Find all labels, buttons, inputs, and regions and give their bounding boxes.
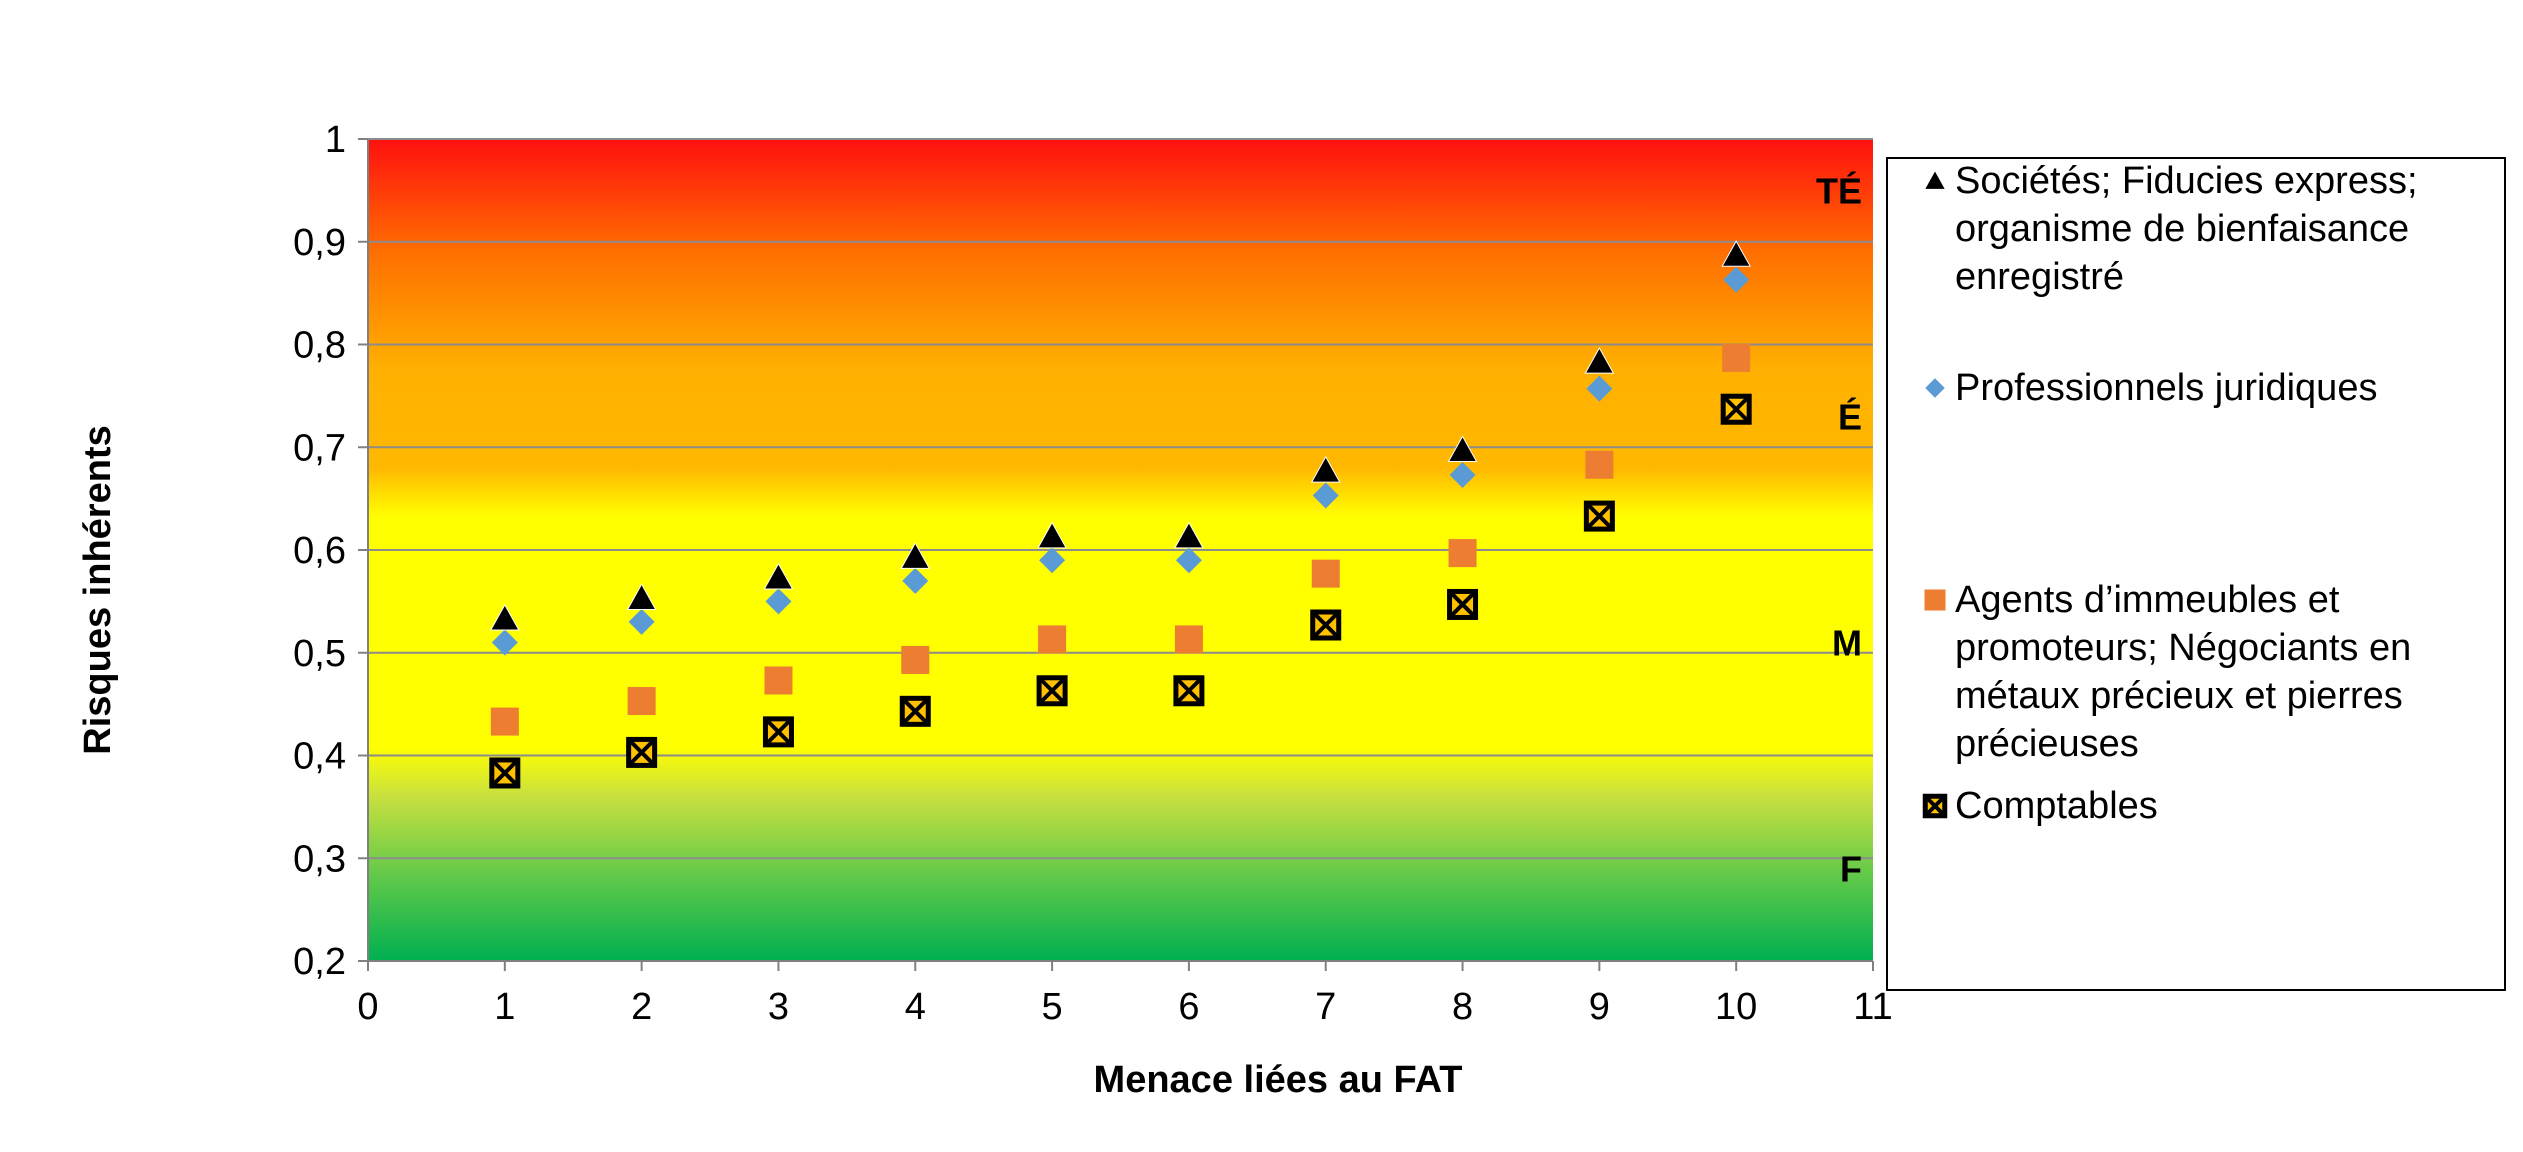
x-tick-label: 3 [768,986,789,1028]
legend-label: organisme de bienfaisance [1955,208,2409,250]
xbox-marker [899,695,931,727]
xbox-marker [1310,609,1342,641]
x-tick-label: 7 [1315,986,1336,1028]
diamond-marker [902,567,929,594]
diamond-marker [1175,547,1202,574]
risk-band-label: F [1840,849,1862,890]
square-marker [1448,539,1477,568]
y-tick-label: 0,6 [293,530,346,572]
xbox-marker [1583,500,1615,532]
risk-band-labels: TÉ É M F [1816,170,1862,889]
square-marker [1038,625,1067,654]
triangle-marker [900,542,931,569]
gridlines [368,138,1873,860]
triangle-marker [1584,346,1615,374]
square-marker [1311,559,1340,588]
diamond-marker [1723,266,1750,293]
triangle-marker [1721,240,1752,267]
legend-box [1886,157,2506,991]
risk-band-label: TÉ [1816,170,1862,211]
triangle-marker [1037,521,1067,549]
legend-label: Agents d’immeubles et [1955,579,2340,621]
legend-label: Sociétés; Fiducies express; [1955,160,2418,202]
legend: Sociétés; Fiducies express; organisme de … [1922,160,2418,827]
x-tick-label: 10 [1715,986,1757,1028]
diamond-marker [491,629,518,656]
x-tick-label: 4 [905,986,926,1028]
risk-band-label: É [1838,396,1862,437]
diamond-marker [1586,375,1613,402]
triangle-marker [1310,455,1341,483]
y-tick-label: 0,7 [293,427,346,469]
xbox-marker [626,736,658,768]
legend-label: Comptables [1955,785,2158,827]
triangle-marker [1174,521,1204,549]
square-marker [490,707,519,736]
square-marker [901,645,930,674]
square-marker [1585,450,1614,479]
square-marker [1924,589,1946,611]
square-marker [627,687,656,716]
x-axis-title: Menace liées au FAT [1094,1059,1463,1101]
y-tick-label: 0,2 [293,941,346,983]
x-tick-label: 9 [1589,986,1610,1028]
y-tick-label: 1 [325,119,346,161]
diamond-marker [765,588,792,615]
triangle-marker [763,562,794,590]
triangle-marker [1447,435,1478,463]
xbox-marker [489,757,521,789]
square-marker [1722,343,1751,372]
x-tick-label: 0 [357,986,378,1028]
xbox-marker [1036,675,1068,707]
xbox-marker [1447,588,1479,620]
triangle-marker [626,583,657,610]
y-tick-label: 0,9 [293,222,346,264]
y-tick-label: 0,5 [293,633,346,675]
y-tick-label: 0,3 [293,838,346,880]
triangle-marker [1923,169,1947,190]
y-axis-title: Risques inhérents [77,425,119,754]
data-points [489,240,1752,789]
diamond-marker [1925,378,1945,398]
x-tick-label: 11 [1853,986,1892,1028]
x-axis-ticks: 0 1 2 3 4 5 6 7 8 9 10 11 [357,961,1893,1028]
legend-label: Professionnels juridiques [1955,367,2377,409]
legend-label: précieuses [1955,723,2139,765]
y-axis-ticks: 0,2 0,3 0,4 0,5 0,6 0,7 0,8 0,9 1 [293,119,368,983]
x-tick-label: 5 [1042,986,1063,1028]
square-marker [764,666,793,695]
x-tick-label: 2 [631,986,652,1028]
diamond-marker [628,608,655,635]
legend-label: enregistré [1955,256,2124,298]
triangle-marker [489,603,520,631]
xbox-marker [762,716,794,748]
legend-label: promoteurs; Négociants en [1955,627,2411,669]
y-tick-label: 0,4 [293,736,346,778]
diamond-marker [1039,547,1066,574]
xbox-marker [1720,393,1752,425]
diamond-marker [1312,482,1339,509]
x-tick-label: 8 [1452,986,1473,1028]
risk-band-label: M [1832,622,1862,663]
x-tick-label: 6 [1178,986,1199,1028]
xbox-marker [1922,793,1948,819]
square-marker [1174,625,1203,654]
x-tick-label: 1 [494,986,515,1028]
diamond-marker [1449,461,1476,488]
legend-label: métaux précieux et pierres [1955,675,2403,717]
y-tick-label: 0,8 [293,325,346,367]
xbox-marker [1173,675,1205,707]
